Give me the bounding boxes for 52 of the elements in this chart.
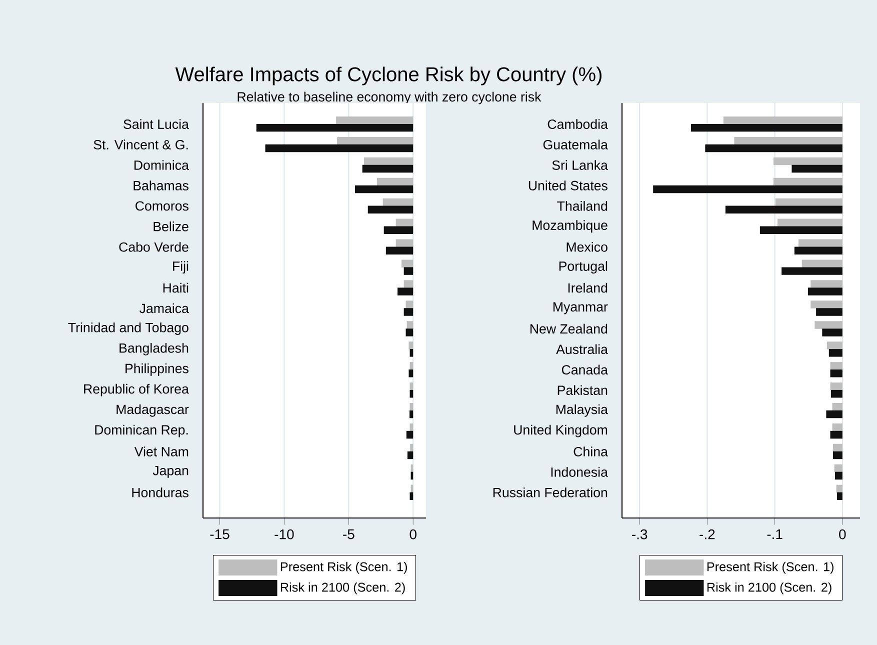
y-tick-label: Malaysia — [556, 404, 608, 417]
legend-label: Risk in 2100 (Scen. 2) — [707, 582, 832, 594]
y-tick-label: Philippines — [126, 363, 188, 376]
y-tick-label: Bahamas — [134, 180, 188, 190]
y-tick-label: Ireland — [568, 282, 608, 293]
y-tick-label: Jamaica — [140, 303, 189, 314]
y-tick-label: United Kingdom — [514, 424, 608, 438]
x-tick-label: -.1 — [767, 529, 782, 540]
y-tick-label: Myanmar — [553, 302, 608, 314]
y-tick-label: Cabo Verde — [119, 242, 188, 252]
y-tick-label: Haiti — [163, 282, 188, 293]
y-tick-label: Saint Lucia — [124, 119, 189, 129]
y-tick-label: Republic of Korea — [84, 384, 189, 396]
y-tick-label: Fiji — [173, 261, 188, 274]
legend-label: Risk in 2100 (Scen. 2) — [280, 582, 405, 594]
y-tick-label: St. Vincent & G. — [94, 140, 188, 150]
y-tick-label: Australia — [556, 344, 608, 354]
y-tick-label: United States — [528, 180, 608, 190]
y-tick-label: Dominican Rep. — [95, 424, 188, 438]
y-tick-label: Portugal — [559, 261, 608, 274]
y-tick-label: Indonesia — [551, 467, 608, 477]
y-tick-label: Pakistan — [558, 385, 608, 395]
x-tick-label: -5 — [343, 529, 354, 540]
y-tick-label: Cambodia — [548, 119, 608, 129]
y-tick-label: China — [574, 446, 608, 456]
y-tick-label: Mozambique — [532, 220, 608, 233]
y-tick-label: Canada — [562, 364, 608, 375]
y-tick-label: Bangladesh — [120, 342, 188, 356]
y-tick-label: New Zealand — [530, 324, 608, 334]
y-tick-label: Trinidad and Tobago — [68, 322, 188, 335]
chart-title: Welfare Impacts of Cyclone Risk by Country (%) — [175, 66, 602, 86]
y-tick-label: Madagascar — [116, 404, 189, 417]
y-tick-label: Thailand — [557, 201, 608, 211]
y-tick-label: Guatemala — [543, 140, 608, 150]
chart-subtitle: Relative to baseline economy with zero cyclone risk — [238, 92, 542, 104]
x-tick-label: -10 — [274, 529, 294, 540]
x-tick-label: -.2 — [700, 529, 715, 540]
x-tick-label: 0 — [410, 529, 416, 540]
y-tick-label: Viet Nam — [134, 446, 188, 456]
legend-label: Present Risk (Scen. 1) — [280, 562, 407, 574]
x-tick-label: 0 — [839, 529, 846, 540]
x-tick-label: -.3 — [632, 529, 648, 540]
y-tick-label: Mexico — [566, 242, 608, 252]
y-tick-label: Comoros — [136, 201, 188, 211]
x-tick-label: -15 — [210, 529, 230, 540]
y-tick-label: Russian Federation — [493, 488, 608, 498]
y-tick-label: Honduras — [132, 488, 188, 498]
y-tick-label: Dominica — [134, 160, 189, 170]
y-tick-label: Sri Lanka — [552, 160, 608, 170]
y-tick-label: Belize — [154, 222, 188, 232]
legend-label: Present Risk (Scen. 1) — [707, 562, 834, 574]
y-tick-label: Japan — [152, 466, 188, 478]
